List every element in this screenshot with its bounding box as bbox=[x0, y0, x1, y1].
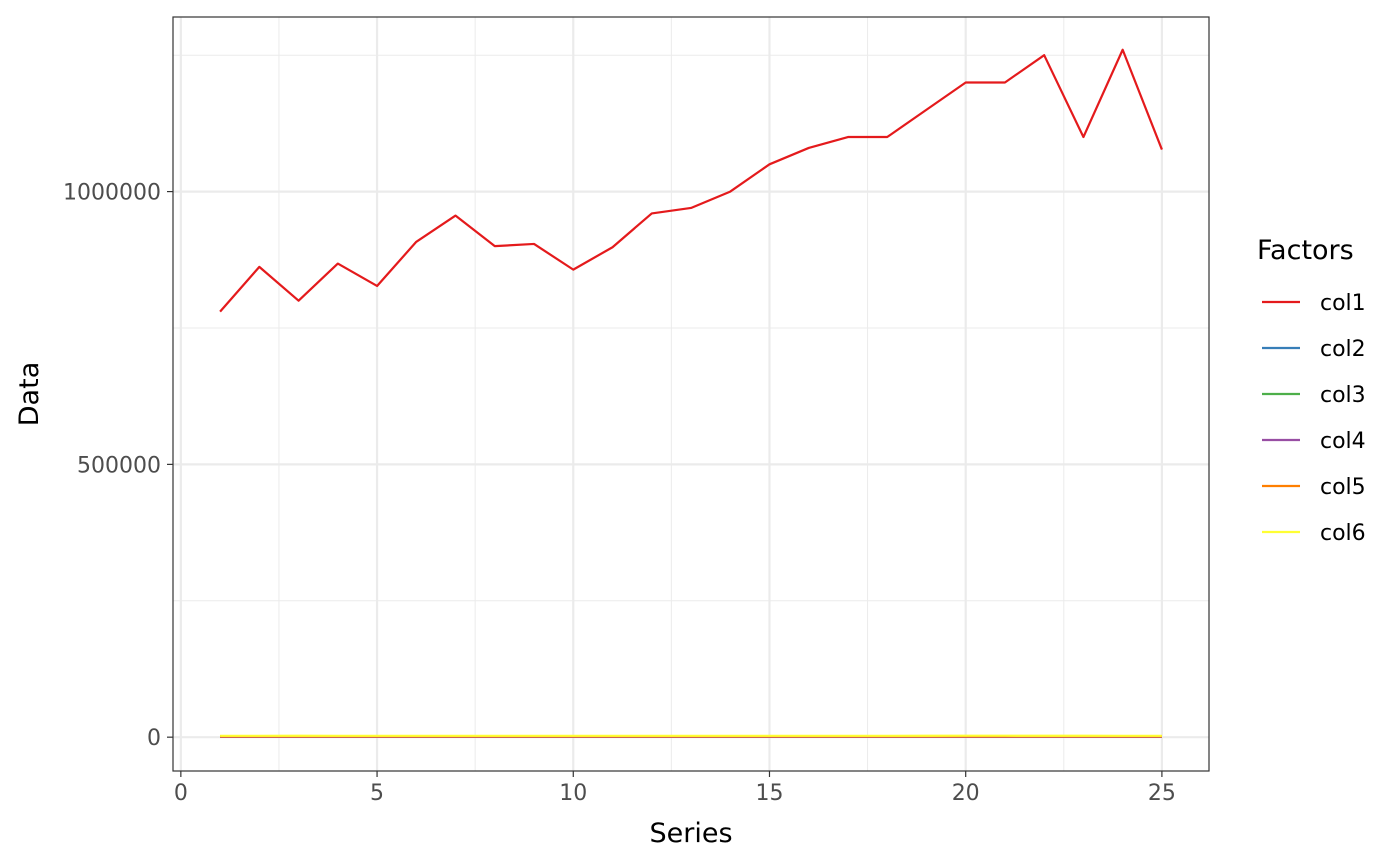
legend-label-col5: col5 bbox=[1320, 475, 1366, 500]
x-axis: 0 5 10 15 20 25 bbox=[174, 771, 1176, 806]
legend-label-col3: col3 bbox=[1320, 383, 1366, 408]
y-axis: 0 500000 1000000 bbox=[63, 181, 173, 751]
x-tick-label: 20 bbox=[952, 781, 980, 806]
x-tick-label: 10 bbox=[559, 781, 587, 806]
legend-label-col2: col2 bbox=[1320, 337, 1366, 362]
legend-label-col1: col1 bbox=[1320, 291, 1366, 316]
y-axis-title: Data bbox=[14, 362, 45, 426]
y-tick-label: 0 bbox=[147, 726, 161, 751]
y-tick-label: 500000 bbox=[77, 453, 161, 478]
plot-panel-border bbox=[172, 16, 1210, 772]
series-line-col1 bbox=[219, 48, 1163, 313]
legend-label-col6: col6 bbox=[1320, 521, 1366, 546]
y-tick-label: 1000000 bbox=[63, 181, 161, 206]
x-tick-label: 5 bbox=[370, 781, 384, 806]
x-tick-label: 25 bbox=[1148, 781, 1176, 806]
legend-title: Factors bbox=[1257, 235, 1354, 266]
minor-gridlines bbox=[173, 17, 1209, 771]
legend-label-col4: col4 bbox=[1320, 429, 1366, 454]
x-tick-label: 15 bbox=[755, 781, 783, 806]
x-axis-title: Series bbox=[649, 818, 732, 849]
x-tick-label: 0 bbox=[174, 781, 188, 806]
plot-panel-background bbox=[173, 17, 1209, 771]
series-lines bbox=[219, 48, 1163, 739]
legend: Factors col1 col2 col3 col4 col5 col6 bbox=[1257, 235, 1366, 546]
